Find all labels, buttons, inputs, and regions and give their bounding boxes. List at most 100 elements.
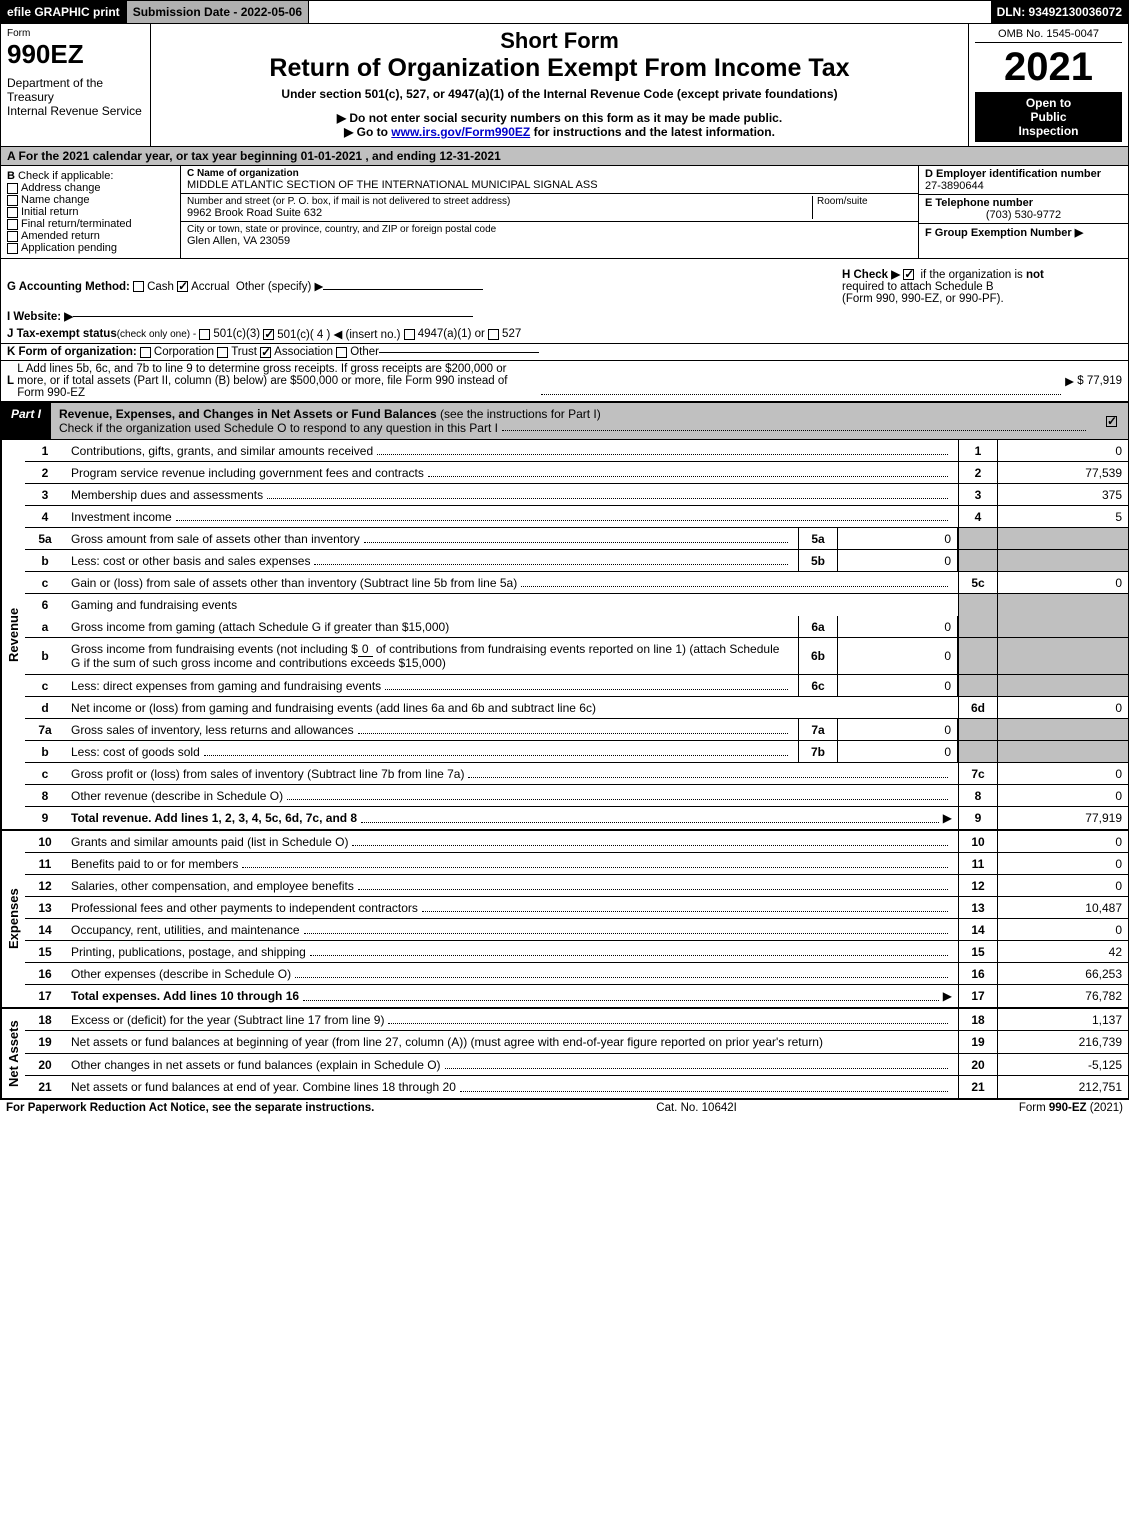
r9-d: Total revenue. Add lines 1, 2, 3, 4, 5c,… (71, 811, 357, 825)
form-label: Form (7, 28, 144, 39)
r4-en: 4 (958, 506, 998, 527)
checkbox-4947[interactable] (404, 329, 415, 340)
r6c-mv: 0 (838, 675, 958, 696)
header-right: OMB No. 1545-0047 2021 Open to Public In… (968, 24, 1128, 146)
r10-d: Grants and similar amounts paid (list in… (71, 835, 348, 849)
checkbox-501c[interactable] (263, 329, 274, 340)
row-7a: 7aGross sales of inventory, less returns… (25, 719, 1128, 741)
checkbox-cash[interactable] (133, 281, 144, 292)
line-h-pre: H Check ▶ (842, 269, 900, 281)
section-c: C Name of organization MIDDLE ATLANTIC S… (181, 166, 918, 258)
efile-label[interactable]: efile GRAPHIC print (1, 1, 127, 23)
r19-en: 19 (958, 1031, 998, 1053)
r3-ev: 375 (998, 484, 1128, 505)
r15-d: Printing, publications, postage, and shi… (71, 945, 306, 959)
j-opt3: 4947(a)(1) or (418, 328, 485, 340)
r7b-en (958, 741, 998, 762)
r5a-mv: 0 (838, 528, 958, 549)
website-input[interactable] (73, 316, 473, 317)
line-i: I Website: ▶ (0, 307, 1129, 325)
checkbox-501c3[interactable] (199, 329, 210, 340)
checkbox-name-change[interactable] (7, 195, 18, 206)
r15-n: 15 (25, 941, 65, 962)
r7c-ev: 0 (998, 763, 1128, 784)
r6c-mn: 6c (798, 675, 838, 696)
r6b-d1: Gross income from fundraising events (no… (71, 642, 358, 656)
checkbox-trust[interactable] (217, 347, 228, 358)
row-9: 9Total revenue. Add lines 1, 2, 3, 4, 5c… (25, 807, 1128, 829)
r3-d: Membership dues and assessments (71, 488, 263, 502)
checkbox-other-org[interactable] (336, 347, 347, 358)
checkbox-corp[interactable] (140, 347, 151, 358)
r5c-n: c (25, 572, 65, 593)
r6a-mn: 6a (798, 616, 838, 637)
row-6: 6Gaming and fundraising events (25, 594, 1128, 616)
checkbox-527[interactable] (488, 329, 499, 340)
other-input[interactable] (323, 289, 483, 290)
short-form-title: Short Form (157, 28, 962, 54)
j-opt4: 527 (502, 328, 521, 340)
line-h: H Check ▶ if the organization is not req… (842, 267, 1122, 305)
part-1-title-text: Revenue, Expenses, and Changes in Net As… (59, 407, 437, 421)
r13-ev: 10,487 (998, 897, 1128, 918)
org-name-label: C Name of organization (187, 168, 912, 179)
r7a-mv: 0 (838, 719, 958, 740)
footer-center: Cat. No. 10642I (656, 1102, 737, 1114)
checkbox-schedule-o[interactable] (1106, 416, 1117, 427)
subtitle: Under section 501(c), 527, or 4947(a)(1)… (157, 87, 962, 101)
r6a-n: a (25, 616, 65, 637)
irs-link[interactable]: www.irs.gov/Form990EZ (391, 125, 530, 139)
checkbox-application-pending[interactable] (7, 243, 18, 254)
row-6d: dNet income or (loss) from gaming and fu… (25, 697, 1128, 719)
netassets-body: 18Excess or (deficit) for the year (Subt… (25, 1009, 1128, 1098)
row-6a: aGross income from gaming (attach Schedu… (25, 616, 1128, 638)
r12-n: 12 (25, 875, 65, 896)
row-6c: cLess: direct expenses from gaming and f… (25, 675, 1128, 697)
r5b-mv: 0 (838, 550, 958, 571)
r6b-mn: 6b (798, 638, 838, 674)
r19-n: 19 (25, 1031, 65, 1053)
note-1: ▶ Do not enter social security numbers o… (157, 111, 962, 125)
r7b-mv: 0 (838, 741, 958, 762)
part-1-title-suffix: (see the instructions for Part I) (437, 407, 601, 421)
checkbox-h[interactable] (903, 269, 914, 280)
r8-en: 8 (958, 785, 998, 806)
r17-d: Total expenses. Add lines 10 through 16 (71, 989, 299, 1003)
checkbox-assoc[interactable] (260, 347, 271, 358)
footer-right-bold: 990-EZ (1049, 1102, 1087, 1114)
k-opt1: Trust (231, 346, 257, 358)
r20-en: 20 (958, 1054, 998, 1075)
revenue-table: Revenue 1Contributions, gifts, grants, a… (0, 440, 1129, 831)
checkbox-final-return[interactable] (7, 219, 18, 230)
row-21: 21Net assets or fund balances at end of … (25, 1076, 1128, 1098)
checkbox-accrual[interactable] (177, 281, 188, 292)
checkbox-amended-return[interactable] (7, 231, 18, 242)
submission-date: Submission Date - 2022-05-06 (127, 1, 309, 23)
row-7c: cGross profit or (loss) from sales of in… (25, 763, 1128, 785)
r8-n: 8 (25, 785, 65, 806)
r14-ev: 0 (998, 919, 1128, 940)
r3-en: 3 (958, 484, 998, 505)
r6d-ev: 0 (998, 697, 1128, 718)
r6b-n: b (25, 638, 65, 674)
row-6b: b Gross income from fundraising events (n… (25, 638, 1128, 675)
other-org-input[interactable] (379, 352, 539, 353)
line-g-label: G Accounting Method: (7, 281, 130, 293)
omb-number: OMB No. 1545-0047 (975, 28, 1122, 43)
line-l: L L Add lines 5b, 6c, and 7b to line 9 t… (0, 361, 1129, 402)
checkbox-address-change[interactable] (7, 183, 18, 194)
footer-right: Form 990-EZ (2021) (1019, 1102, 1123, 1114)
r6b-en (958, 638, 998, 674)
r6d-n: d (25, 697, 65, 718)
checkbox-initial-return[interactable] (7, 207, 18, 218)
r13-d: Professional fees and other payments to … (71, 901, 418, 915)
line-l-text: L Add lines 5b, 6c, and 7b to line 9 to … (17, 363, 537, 399)
row-14: 14Occupancy, rent, utilities, and mainte… (25, 919, 1128, 941)
footer-left: For Paperwork Reduction Act Notice, see … (6, 1102, 374, 1114)
line-l-arrow: ▶ (1065, 374, 1074, 388)
r5a-ev (998, 528, 1128, 549)
expenses-table: Expenses 10Grants and similar amounts pa… (0, 831, 1129, 1009)
row-11: 11Benefits paid to or for members110 (25, 853, 1128, 875)
r2-n: 2 (25, 462, 65, 483)
r18-n: 18 (25, 1009, 65, 1030)
